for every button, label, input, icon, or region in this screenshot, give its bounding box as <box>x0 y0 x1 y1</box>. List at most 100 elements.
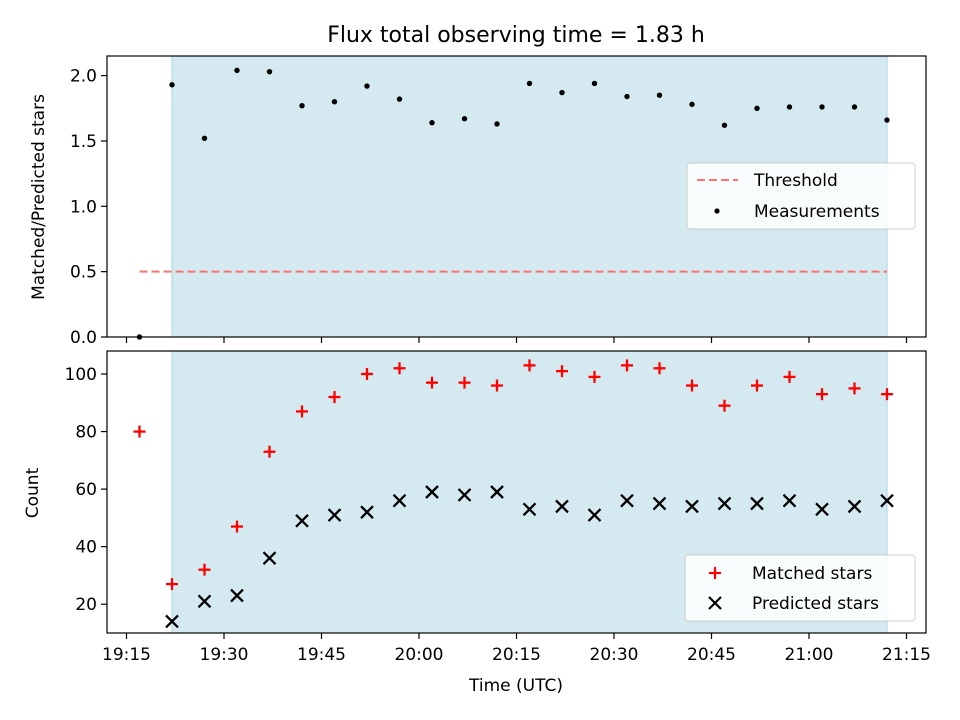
threshold-legend-label: Threshold <box>753 171 838 191</box>
matched-star-point <box>848 382 861 395</box>
measurement-point <box>559 89 565 96</box>
predicted-star-point <box>262 551 277 565</box>
predicted-star-point <box>360 505 374 519</box>
predicted-star-point <box>815 502 829 517</box>
measurement-point <box>721 122 728 128</box>
predicted-star-point <box>555 499 569 514</box>
top-y-axis-label: Matched/Predicted stars <box>29 94 49 300</box>
bottom-y-tick-label: 100 <box>65 365 97 385</box>
matched-star-point <box>816 388 828 401</box>
top-y-tick-label: 2.0 <box>70 67 97 87</box>
measurement-point <box>591 80 598 87</box>
matched-stars-series <box>133 359 893 591</box>
measurement-point <box>656 92 663 98</box>
bottom-y-tick-label: 60 <box>75 480 97 500</box>
measurement-point <box>266 68 273 75</box>
measurement-point <box>201 135 208 142</box>
matched-star-point <box>881 388 893 401</box>
matched-star-point <box>751 379 763 392</box>
matched-star-point <box>133 425 146 438</box>
top-panel-frame <box>106 55 927 338</box>
predicted-star-point <box>165 614 179 629</box>
matched-star-point <box>491 379 503 392</box>
matched-star-point <box>166 578 178 591</box>
matched-star-point <box>231 520 243 533</box>
predicted-star-point <box>685 499 699 514</box>
measurement-point <box>331 99 338 105</box>
predicted-stars-series <box>165 485 894 629</box>
measurement-point <box>429 119 435 126</box>
matched-star-point <box>621 359 633 372</box>
measurement-point <box>169 82 175 88</box>
top-legend: Threshold Measurements <box>686 162 916 230</box>
predicted-star-point <box>457 488 472 502</box>
predicted-star-point <box>230 588 244 603</box>
x-tick-label: 19:15 <box>102 645 151 665</box>
matched-star-point <box>556 365 568 378</box>
top-y-ticks: 0.0 0.5 1.0 1.5 2.0 <box>70 67 107 348</box>
predicted-star-point <box>522 502 537 517</box>
bottom-y-ticks: 20 40 60 80 100 <box>65 365 107 615</box>
predicted-star-point <box>425 485 439 499</box>
measurement-point <box>396 96 403 102</box>
measurement-point <box>624 93 630 100</box>
matched-stars-legend-swatch <box>709 567 721 579</box>
matched-star-point <box>198 563 211 576</box>
matched-star-point <box>718 399 731 412</box>
measurement-point <box>526 80 533 87</box>
measurement-point <box>754 105 760 111</box>
top-panel: 0.00.51.01.52.0 Matched/Predicted stars … <box>29 55 927 348</box>
x-tick-label: 20:45 <box>687 645 736 665</box>
bottom-y-axis-label: Count <box>23 467 43 518</box>
x-axis-label: Time (UTC) <box>468 676 563 696</box>
matched-star-point <box>686 379 698 392</box>
matched-star-point <box>523 359 536 372</box>
top-y-tick-label: 1.5 <box>70 132 97 152</box>
predicted-star-point <box>327 508 342 522</box>
x-tick-label: 21:15 <box>882 645 931 665</box>
chart-title: Flux total observing time = 1.83 h <box>327 23 705 48</box>
x-tick-label: 20:15 <box>492 645 541 665</box>
top-y-tick-label: 0.5 <box>70 263 97 283</box>
predicted-star-point <box>392 493 407 508</box>
matched-star-point <box>653 362 666 375</box>
matched-star-point <box>361 368 373 381</box>
matched-star-point <box>426 376 438 389</box>
top-y-tick-label: 0.0 <box>70 328 97 348</box>
x-tick-label: 19:45 <box>297 645 346 665</box>
measurements-legend-label: Measurements <box>754 202 880 222</box>
matched-stars-legend-label: Matched stars <box>752 564 872 584</box>
predicted-star-point <box>750 496 764 511</box>
bottom-y-tick-label: 40 <box>75 538 97 558</box>
predicted-star-point <box>652 496 667 511</box>
x-tick-label: 19:30 <box>200 645 249 665</box>
x-tick-label: 20:00 <box>395 645 444 665</box>
matched-star-point <box>458 376 471 389</box>
predicted-star-point <box>782 493 797 508</box>
top-y-tick-label: 1.0 <box>70 197 97 217</box>
bottom-x-ticks: 19:15 19:30 19:45 20:00 20:15 20:30 20:45 21:00… <box>102 633 931 665</box>
x-tick-label: 20:30 <box>590 645 639 665</box>
top-legend-box <box>686 162 916 230</box>
bottom-y-tick-label: 20 <box>75 595 97 615</box>
measurement-point <box>689 101 695 108</box>
measurement-point <box>494 121 500 127</box>
matched-star-point <box>263 445 276 458</box>
bottom-panel-frame <box>106 350 927 634</box>
measurement-point <box>461 116 468 122</box>
measurement-point <box>884 117 890 123</box>
predicted-star-point <box>587 508 602 522</box>
predicted-star-point <box>295 513 309 528</box>
measurement-point <box>299 102 305 109</box>
measurement-point <box>786 104 793 110</box>
measurement-point <box>819 104 825 110</box>
measurements-series <box>136 67 890 340</box>
bottom-legend: Matched stars Predicted stars <box>684 554 916 622</box>
matched-star-point <box>783 370 796 383</box>
matched-star-point <box>296 405 308 418</box>
predicted-stars-legend-swatch <box>708 596 722 610</box>
bottom-y-tick-label: 80 <box>75 423 97 443</box>
measurements-legend-swatch <box>714 208 720 214</box>
measurement-point <box>234 67 240 74</box>
